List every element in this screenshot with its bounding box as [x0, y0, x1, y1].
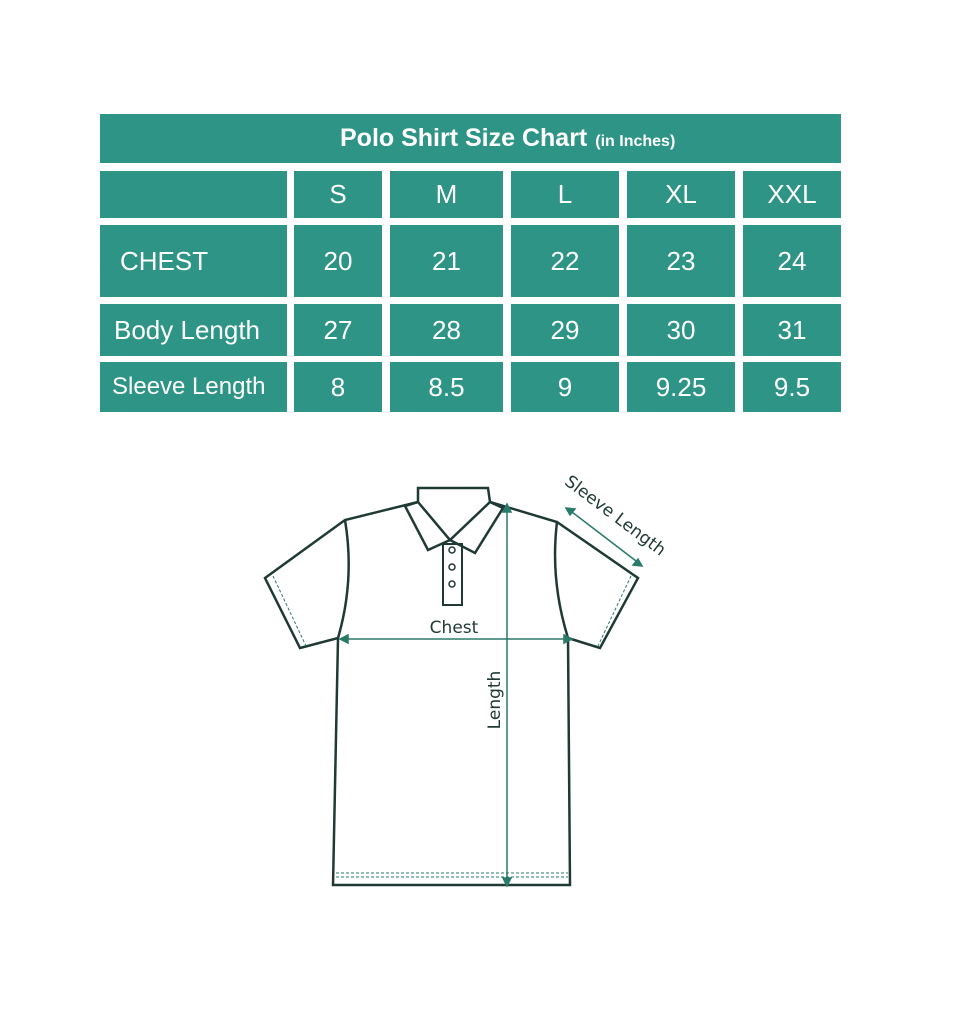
button-icon: [448, 580, 456, 588]
placket: [442, 543, 463, 606]
table-cell: 31: [743, 304, 841, 356]
table-cell: 30: [627, 304, 735, 356]
table-cell: 22: [511, 225, 619, 297]
header-corner-cell: [100, 171, 287, 218]
row-label: Body Length: [100, 304, 287, 356]
shirt-outline: [263, 486, 640, 887]
column-header-xl: XL: [627, 171, 735, 218]
chart-title: Polo Shirt Size Chart: [340, 124, 588, 152]
stitching: [272, 575, 632, 878]
chest-label: Chest: [430, 618, 479, 638]
table-cell: 23: [627, 225, 735, 297]
table-cell: 9.25: [627, 362, 735, 412]
chart-subtitle: (in Inches): [595, 132, 676, 150]
column-header-m: M: [390, 171, 503, 218]
table-cell: 21: [390, 225, 503, 297]
column-header-s: S: [294, 171, 382, 218]
table-cell: 8: [294, 362, 382, 412]
table-cell: 20: [294, 225, 382, 297]
length-label: Length: [485, 671, 505, 730]
column-header-xxl: XXL: [743, 171, 841, 218]
column-header-l: L: [511, 171, 619, 218]
table-cell: 24: [743, 225, 841, 297]
table-cell: 27: [294, 304, 382, 356]
table-cell: 29: [511, 304, 619, 356]
row-label: Sleeve Length: [100, 362, 287, 412]
row-label: CHEST: [100, 225, 287, 297]
sleeve-measure-arrow: [571, 511, 637, 562]
table-cell: 9.5: [743, 362, 841, 412]
chart-title-bar: Polo Shirt Size Chart (in Inches): [100, 114, 841, 163]
button-icon: [448, 546, 456, 554]
table-cell: 8.5: [390, 362, 503, 412]
table-cell: 28: [390, 304, 503, 356]
button-icon: [448, 563, 456, 571]
table-cell: 9: [511, 362, 619, 412]
